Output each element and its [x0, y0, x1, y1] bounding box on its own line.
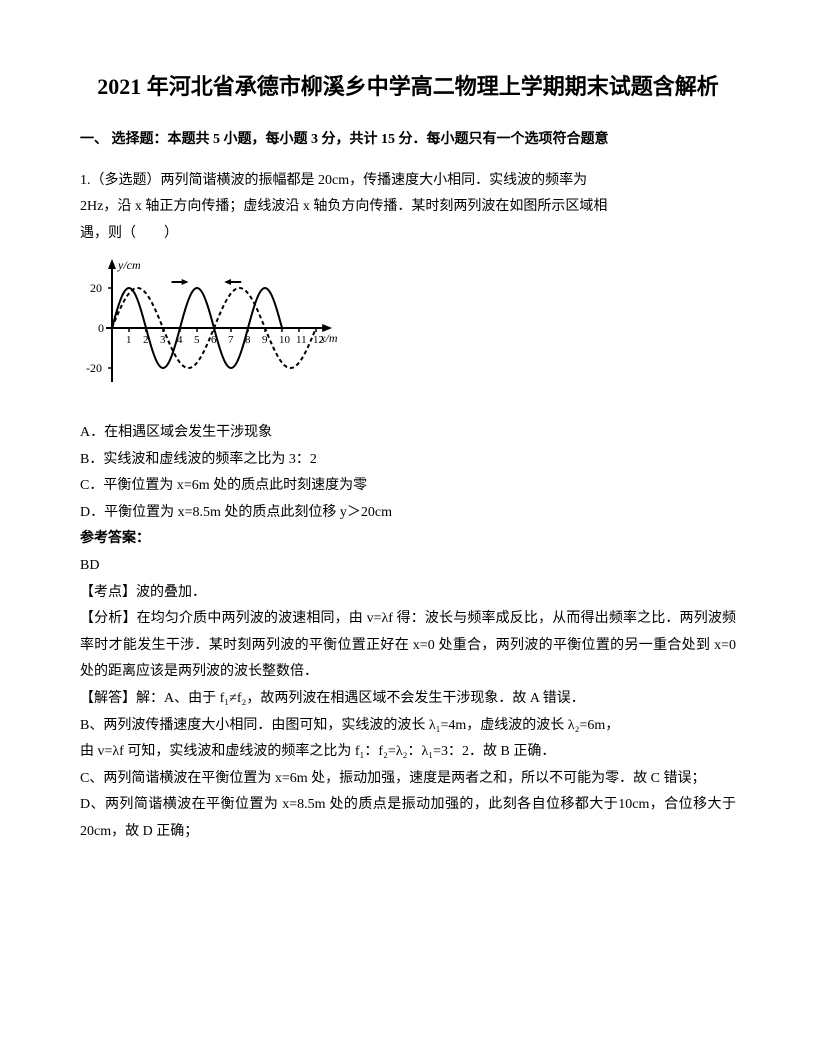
svg-text:-20: -20 [86, 361, 102, 375]
jieda-d: D、两列简谐横波在平衡位置为 x=8.5m 处的质点是振动加强的，此刻各自位移都… [80, 792, 736, 845]
option-a: A．在相遇区域会发生干涉现象 [80, 420, 736, 447]
answer-value: BD [80, 553, 736, 580]
svg-text:20: 20 [90, 281, 102, 295]
svg-text:1: 1 [126, 334, 132, 346]
wave-svg: 200-20y/cmx/m123456789101112 [80, 253, 340, 403]
question-stem: 2Hz，沿 x 轴正方向传播；虚线波沿 x 轴负方向传播．某时刻两列波在如图所示… [80, 194, 736, 221]
answer-label: 参考答案： [80, 526, 736, 553]
wave-chart: 200-20y/cmx/m123456789101112 [80, 253, 736, 414]
svg-text:y/cm: y/cm [117, 258, 141, 272]
fenxi: 【分析】在均匀介质中两列波的波速相同，由 v=λf 得：波长与频率成反比，从而得… [80, 606, 736, 686]
page-title: 2021 年河北省承德市柳溪乡中学高二物理上学期期末试题含解析 [80, 70, 736, 103]
jieda-b2: 由 v=λf 可知，实线波和虚线波的频率之比为 f₁：f₂=λ₂：λ₁=3：2．… [80, 739, 736, 766]
svg-text:5: 5 [194, 334, 200, 346]
jieda-b1: B、两列波传播速度大小相同．由图可知，实线波的波长 λ₁=4m，虚线波的波长 λ… [80, 713, 736, 740]
question-stem: 遇，则（ ） [80, 221, 736, 248]
section-heading: 一、 选择题：本题共 5 小题，每小题 3 分，共计 15 分．每小题只有一个选… [80, 127, 736, 154]
svg-text:3: 3 [160, 334, 166, 346]
option-b: B．实线波和虚线波的频率之比为 3：2 [80, 447, 736, 474]
svg-text:7: 7 [228, 334, 234, 346]
option-c: C．平衡位置为 x=6m 处的质点此时刻速度为零 [80, 473, 736, 500]
svg-text:12: 12 [313, 334, 324, 346]
option-d: D．平衡位置为 x=8.5m 处的质点此刻位移 y＞20cm [80, 500, 736, 527]
jieda-a: 【解答】解：A、由于 f₁≠f₂，故两列波在相遇区域不会发生干涉现象．故 A 错… [80, 686, 736, 713]
jieda-c: C、两列简谐横波在平衡位置为 x=6m 处，振动加强，速度是两者之和，所以不可能… [80, 766, 736, 793]
svg-text:9: 9 [262, 334, 268, 346]
question-stem: 1.（多选题）两列简谐横波的振幅都是 20cm，传播速度大小相同．实线波的频率为 [80, 168, 736, 195]
svg-text:10: 10 [279, 334, 291, 346]
kaodian: 【考点】波的叠加． [80, 580, 736, 607]
svg-text:0: 0 [98, 321, 104, 335]
svg-text:11: 11 [296, 334, 307, 346]
